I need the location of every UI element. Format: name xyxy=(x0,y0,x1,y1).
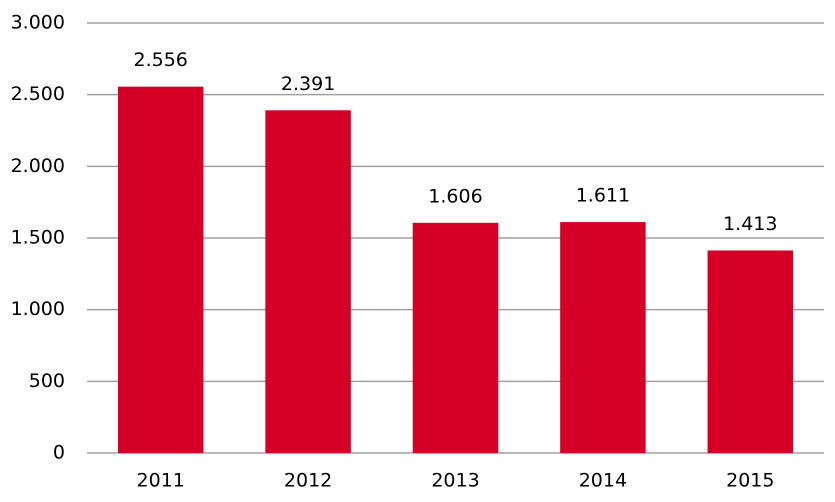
data-label: 2.391 xyxy=(281,73,335,95)
data-label: 1.611 xyxy=(576,185,630,207)
bar xyxy=(265,110,351,453)
y-tick-label: 0 xyxy=(53,442,65,464)
y-tick-label: 2.000 xyxy=(11,155,65,177)
bar xyxy=(412,222,499,453)
x-tick-label: 2011 xyxy=(137,470,185,492)
data-label: 1.606 xyxy=(428,185,482,207)
y-tick-label: 3.000 xyxy=(11,12,65,34)
bar xyxy=(707,250,794,453)
x-tick-label: 2013 xyxy=(431,470,479,492)
bar xyxy=(560,222,646,453)
y-tick-label: 1.000 xyxy=(11,298,65,320)
x-tick-label: 2014 xyxy=(579,470,627,492)
x-tick-label: 2015 xyxy=(726,470,774,492)
y-tick-label: 1.500 xyxy=(11,227,65,249)
bar xyxy=(117,86,204,453)
y-tick-label: 2.500 xyxy=(11,83,65,105)
data-label: 2.556 xyxy=(133,49,187,71)
x-tick-label: 2012 xyxy=(284,470,332,492)
y-tick-label: 500 xyxy=(29,370,65,392)
data-label: 1.413 xyxy=(723,213,777,235)
